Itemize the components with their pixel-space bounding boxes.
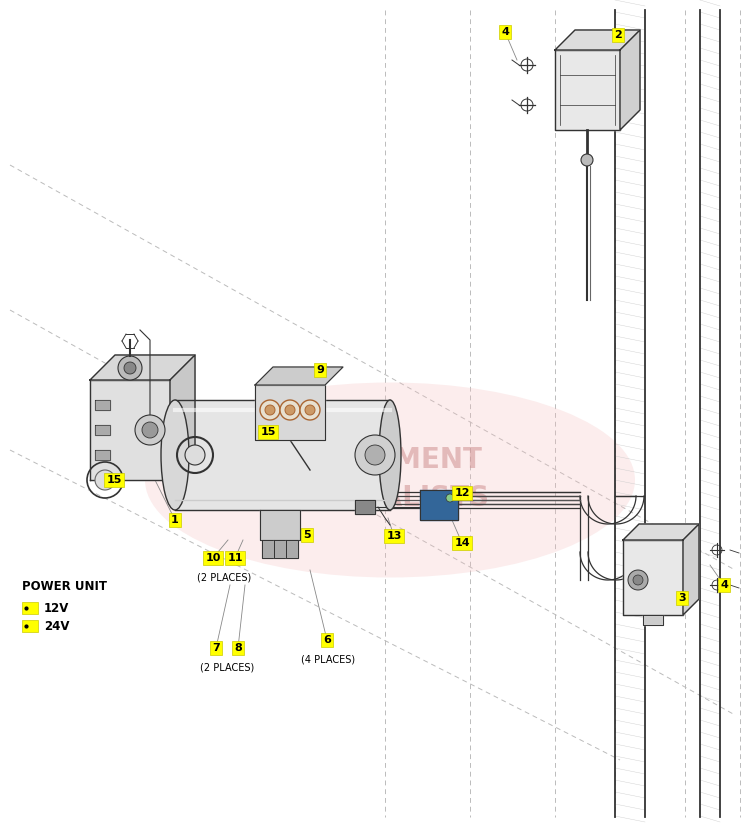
Text: 10: 10 xyxy=(205,553,220,563)
Text: 12V: 12V xyxy=(44,601,69,614)
Circle shape xyxy=(355,435,395,475)
Ellipse shape xyxy=(145,383,635,577)
Polygon shape xyxy=(274,540,286,558)
Text: 9: 9 xyxy=(316,365,324,375)
Polygon shape xyxy=(555,30,640,50)
Polygon shape xyxy=(262,540,274,558)
Ellipse shape xyxy=(379,400,401,510)
Text: 3: 3 xyxy=(678,593,686,603)
Polygon shape xyxy=(95,425,110,435)
Text: 4: 4 xyxy=(501,27,509,37)
Text: 2: 2 xyxy=(614,30,622,40)
Polygon shape xyxy=(255,367,343,385)
Text: 6: 6 xyxy=(323,635,331,645)
Circle shape xyxy=(280,400,300,420)
Polygon shape xyxy=(95,450,110,460)
Text: 13: 13 xyxy=(386,531,402,541)
Text: 14: 14 xyxy=(454,538,470,548)
Polygon shape xyxy=(623,540,683,615)
Circle shape xyxy=(285,405,295,415)
Bar xyxy=(22,620,38,632)
Polygon shape xyxy=(286,540,298,558)
Polygon shape xyxy=(175,400,390,510)
Text: 15: 15 xyxy=(106,475,122,485)
Polygon shape xyxy=(90,380,170,480)
Text: 1: 1 xyxy=(171,515,179,525)
Text: EQUIPMENT: EQUIPMENT xyxy=(298,446,482,474)
Text: 11: 11 xyxy=(227,553,243,563)
Circle shape xyxy=(446,494,454,502)
Text: 8: 8 xyxy=(234,643,242,653)
Polygon shape xyxy=(90,355,195,380)
Polygon shape xyxy=(420,490,458,520)
Circle shape xyxy=(95,470,115,490)
Polygon shape xyxy=(555,50,620,130)
Circle shape xyxy=(305,405,315,415)
Circle shape xyxy=(633,575,643,585)
Text: (4 PLACES): (4 PLACES) xyxy=(301,654,355,664)
Text: (2 PLACES): (2 PLACES) xyxy=(197,572,251,582)
Circle shape xyxy=(185,445,205,465)
Text: POWER UNIT: POWER UNIT xyxy=(22,580,107,593)
Circle shape xyxy=(260,400,280,420)
Text: 4: 4 xyxy=(720,580,728,590)
Circle shape xyxy=(142,422,158,438)
Circle shape xyxy=(135,415,165,445)
Circle shape xyxy=(300,400,320,420)
Polygon shape xyxy=(255,385,325,440)
Polygon shape xyxy=(620,30,640,130)
Text: 12: 12 xyxy=(454,488,470,498)
Polygon shape xyxy=(170,355,195,480)
Ellipse shape xyxy=(161,400,189,510)
Text: SPECIALISTS: SPECIALISTS xyxy=(291,484,489,512)
Circle shape xyxy=(124,362,136,374)
Polygon shape xyxy=(260,510,300,540)
Circle shape xyxy=(365,445,385,465)
Text: 15: 15 xyxy=(260,427,276,437)
Text: (2 PLACES): (2 PLACES) xyxy=(200,662,254,672)
Text: 5: 5 xyxy=(303,530,311,540)
Circle shape xyxy=(628,570,648,590)
Text: 24V: 24V xyxy=(44,619,69,633)
Circle shape xyxy=(118,356,142,380)
Polygon shape xyxy=(643,615,663,625)
Polygon shape xyxy=(355,500,375,514)
Circle shape xyxy=(581,154,593,166)
Circle shape xyxy=(265,405,275,415)
Bar xyxy=(22,602,38,614)
Polygon shape xyxy=(95,400,110,410)
Text: 7: 7 xyxy=(212,643,220,653)
Polygon shape xyxy=(683,524,699,615)
Polygon shape xyxy=(623,524,699,540)
